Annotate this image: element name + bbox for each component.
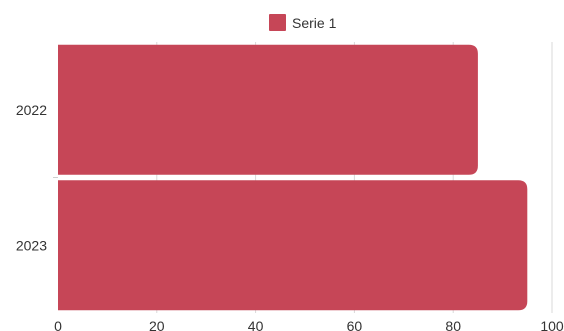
x-tick-label-60: 60 (347, 318, 363, 331)
x-tick-label-80: 80 (445, 318, 461, 331)
y-tick-label-2022: 2022 (16, 102, 47, 118)
legend-label: Serie 1 (292, 15, 337, 31)
x-tick-label-20: 20 (149, 318, 165, 331)
x-tick-label-0: 0 (54, 318, 62, 331)
y-tick-label-2023: 2023 (16, 237, 47, 253)
bar-2022 (58, 44, 478, 175)
x-tick-label-100: 100 (540, 318, 564, 331)
legend: Serie 1 (269, 14, 337, 31)
y-axis-labels: 2022 2023 (16, 102, 58, 253)
bar-2023 (58, 180, 528, 311)
bars (58, 44, 528, 311)
legend-swatch (269, 14, 286, 31)
x-axis-labels: 0 20 40 60 80 100 (54, 318, 564, 331)
x-tick-label-40: 40 (248, 318, 264, 331)
